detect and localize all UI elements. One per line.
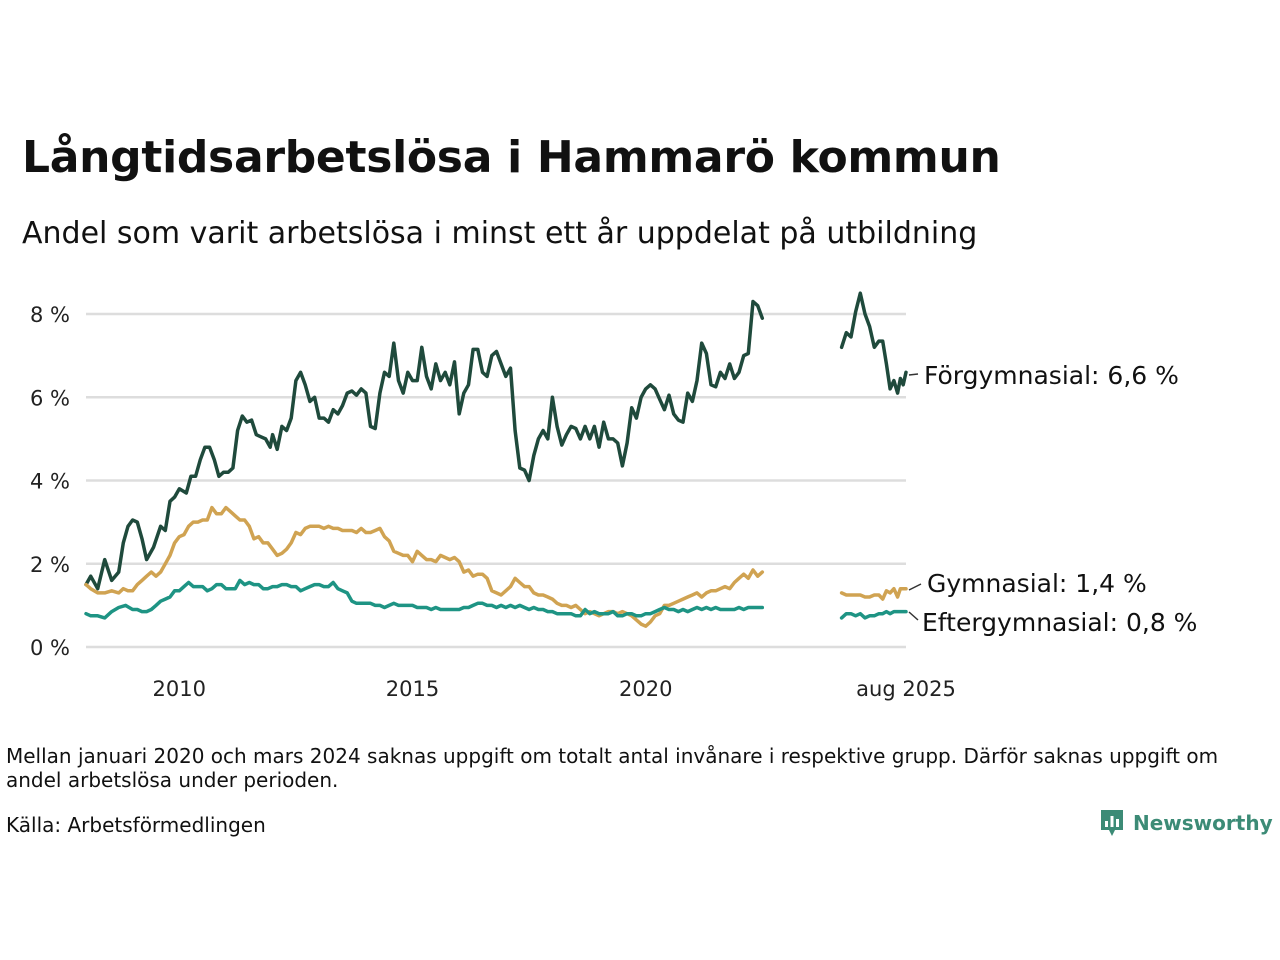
x-axis-ticks: 2010 2015 2020 aug 2025	[153, 677, 956, 701]
series-line-gymnasial-1	[84, 505, 765, 628]
x-tick-label: 2015	[386, 677, 439, 701]
y-axis-ticks: 0 % 2 % 4 % 6 % 8 %	[30, 303, 70, 660]
series-line-förgymnasial-1	[84, 299, 765, 591]
series-lines	[84, 291, 908, 628]
label-connector-gymnasial	[908, 583, 922, 591]
newsworthy-logo-icon	[1101, 810, 1123, 836]
newsworthy-logo: Newsworthy	[1099, 808, 1273, 838]
line-chart: 0 % 2 % 4 % 6 % 8 % 2010 2015 2020 aug 2025 För…	[30, 291, 1197, 701]
y-tick-label: 8 %	[30, 303, 70, 327]
y-tick-label: 4 %	[30, 470, 70, 494]
source-text: Källa: Arbetsförmedlingen	[6, 813, 266, 837]
series-line-gymnasial-2	[839, 586, 908, 601]
y-tick-label: 0 %	[30, 636, 70, 660]
brand-name: Newsworthy	[1133, 811, 1273, 835]
series-line-eftergymnasial-2	[839, 609, 908, 620]
series-end-label-eftergymnasial: Eftergymnasial: 0,8 %	[922, 608, 1197, 637]
x-tick-label: aug 2025	[856, 677, 956, 701]
series-line-förgymnasial-2	[839, 291, 908, 395]
gridlines	[86, 312, 906, 649]
chart-title: Långtidsarbetslösa i Hammarö kommun	[22, 132, 1001, 183]
y-tick-label: 6 %	[30, 386, 70, 410]
series-end-labels: Förgymnasial: 6,6 % Gymnasial: 1,4 % Efter…	[908, 361, 1197, 637]
x-tick-label: 2010	[153, 677, 206, 701]
label-connector-eftergymnasial	[908, 611, 919, 621]
y-tick-label: 2 %	[30, 553, 70, 577]
label-connector-förgymnasial	[908, 373, 919, 376]
series-line-eftergymnasial-1	[84, 578, 765, 620]
x-tick-label: 2020	[619, 677, 672, 701]
series-end-label-förgymnasial: Förgymnasial: 6,6 %	[924, 361, 1179, 390]
footnote: Mellan januari 2020 och mars 2024 saknas…	[6, 744, 1219, 792]
chart-subtitle: Andel som varit arbetslösa i minst ett å…	[22, 216, 978, 251]
series-end-label-gymnasial: Gymnasial: 1,4 %	[927, 569, 1147, 598]
